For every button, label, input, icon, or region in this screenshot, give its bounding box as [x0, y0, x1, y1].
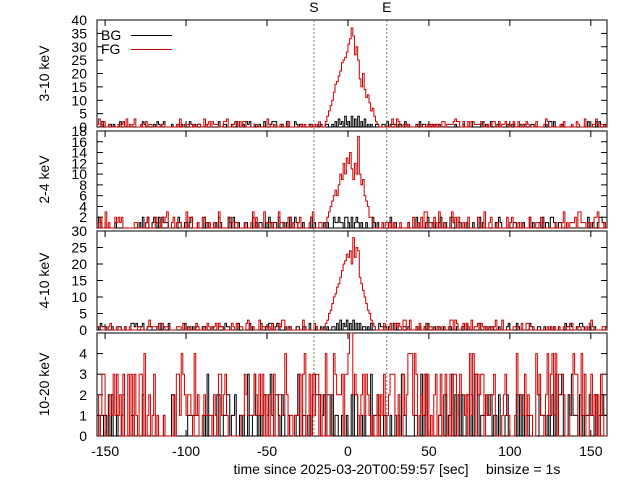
y-tick-label: 30: [71, 39, 87, 55]
y-tick-label: 14: [71, 145, 87, 161]
legend-label-bg: BG: [101, 27, 121, 43]
y-tick-label: 35: [71, 25, 87, 41]
x-tick-label: 50: [421, 443, 437, 459]
y-tick-label: 6: [79, 188, 87, 204]
y-tick-label: 25: [71, 240, 87, 256]
y-tick-label: 25: [71, 52, 87, 68]
x-axis-title: time since 2025-03-20T00:59:57 [sec]: [233, 461, 468, 477]
y-tick-label: 10: [71, 289, 87, 305]
x-tick-label: 100: [498, 443, 522, 459]
y-axis-title: 3-10 keV: [36, 45, 52, 102]
y-tick-label: 20: [71, 256, 87, 272]
y-tick-label: 10: [71, 166, 87, 182]
marker-label-e: E: [382, 0, 391, 15]
panel-frame: [96, 19, 608, 128]
series-fg-line: [97, 27, 607, 128]
x-tick-label: -100: [172, 443, 200, 459]
panel-frame: [96, 230, 608, 331]
y-tick-label: 20: [71, 66, 87, 82]
y-tick-label: 0: [79, 322, 87, 338]
y-tick-label: 4: [79, 346, 87, 362]
legend: BG FG: [101, 27, 172, 57]
panel-10-20-kev: 0 1 2 3 4 10-20 keV: [36, 332, 608, 444]
y-tick-label: 40: [71, 12, 87, 28]
y-tick-label: 18: [71, 123, 87, 139]
series-bg-line: [97, 319, 607, 331]
series-fg-line: [97, 237, 607, 331]
y-tick-label: 15: [71, 79, 87, 95]
y-axis-title: 2-4 keV: [36, 155, 52, 204]
y-tick-label: 1: [79, 407, 87, 423]
panel-frame: [96, 130, 608, 229]
y-tick-label: 16: [71, 134, 87, 150]
x-tick-label: -50: [257, 443, 277, 459]
y-tick-label: 5: [79, 306, 87, 322]
x-axis: -150 -100 -50 0 50 100 150: [91, 443, 603, 459]
y-axis-title: 4-10 keV: [36, 252, 52, 309]
y-tick-label: 8: [79, 177, 87, 193]
y-tick-label: 10: [71, 92, 87, 108]
y-axis-title: 10-20 keV: [36, 352, 52, 416]
series-bg-line: [97, 115, 607, 128]
series-fg-line: [97, 332, 607, 437]
y-tick-label: 15: [71, 273, 87, 289]
legend-label-fg: FG: [101, 41, 120, 57]
y-tick-label: 3: [79, 366, 87, 382]
y-tick-label: 12: [71, 155, 87, 171]
x-tick-label: 0: [344, 443, 352, 459]
x-tick-label: 150: [579, 443, 603, 459]
y-tick-label: 30: [71, 223, 87, 239]
y-tick-label: 2: [79, 387, 87, 403]
marker-label-s: S: [309, 0, 318, 15]
binsize-label: binsize = 1s: [486, 461, 560, 477]
y-tick-label: 5: [79, 106, 87, 122]
x-tick-label: -150: [91, 443, 119, 459]
series-fg-line: [97, 135, 607, 229]
y-tick-label: 2: [79, 209, 87, 225]
y-tick-label: 4: [79, 198, 87, 214]
y-tick-label: 0: [79, 428, 87, 444]
y-tick-label: 0: [79, 119, 87, 135]
